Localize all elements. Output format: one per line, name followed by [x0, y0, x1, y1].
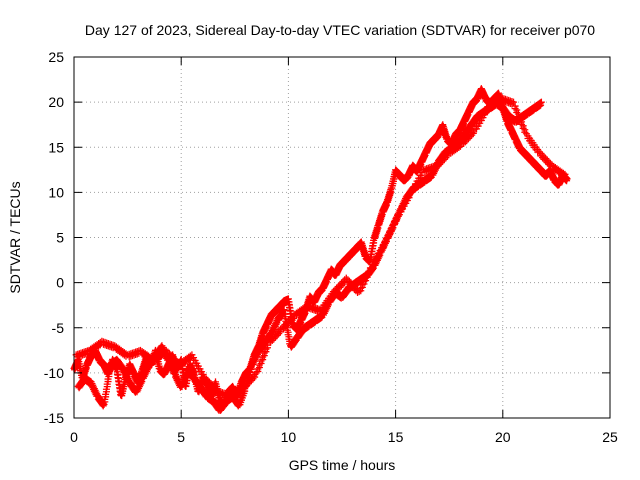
x-tick-label: 10 [281, 429, 297, 445]
x-tick-label: 15 [388, 429, 404, 445]
data-point [381, 238, 389, 246]
chart-title: Day 127 of 2023, Sidereal Day-to-day VTE… [85, 22, 595, 38]
data-point-fill [279, 309, 287, 317]
data-point-fill [382, 237, 390, 245]
data-point-fill [255, 363, 263, 371]
data-points [70, 85, 571, 414]
y-axis-ticks: -15 -10 -5 0 5 10 15 20 25 [44, 49, 610, 426]
data-point-fill [138, 378, 146, 386]
data-point [563, 175, 571, 183]
data-point [537, 98, 545, 106]
y-tick-label: 15 [48, 139, 64, 155]
y-tick-label: 5 [56, 230, 64, 246]
data-point-fill [358, 283, 366, 291]
data-point-fill [262, 348, 270, 356]
data-point-fill [387, 227, 395, 235]
x-axis-ticks: 0 5 10 15 20 25 [70, 57, 618, 445]
data-point-fill [247, 365, 255, 373]
data-point-fill [300, 306, 308, 314]
y-tick-label: 0 [56, 275, 64, 291]
data-point-fill [455, 143, 463, 151]
data-point-fill [362, 277, 370, 285]
data-point [355, 288, 363, 296]
data-point-fill [360, 280, 368, 288]
y-tick-label: -5 [52, 320, 65, 336]
data-point [252, 369, 260, 377]
data-point-fill [251, 373, 259, 381]
data-point-fill [559, 172, 567, 180]
y-tick-label: -10 [44, 365, 64, 381]
data-point-fill [469, 129, 477, 137]
series-track-c [72, 94, 569, 401]
data-point-fill [379, 243, 387, 251]
x-tick-label: 20 [495, 429, 511, 445]
data-point-fill [418, 171, 426, 179]
data-point-fill [511, 105, 519, 113]
x-axis-label: GPS time / hours [289, 457, 396, 473]
data-point-fill [516, 116, 524, 124]
data-point-fill [106, 367, 114, 375]
data-point-fill [518, 120, 526, 128]
data-point-fill [95, 342, 103, 350]
data-point-fill [514, 112, 522, 120]
y-tick-label: 20 [48, 94, 64, 110]
data-point-fill [259, 356, 267, 364]
data-point-fill [493, 98, 501, 106]
data-point-fill [482, 108, 490, 116]
data-point-fill [521, 128, 529, 136]
data-point-fill [357, 287, 365, 295]
y-tick-label: 25 [48, 49, 64, 65]
data-point-fill [260, 352, 268, 360]
y-axis-label: SDTVAR / TECUs [7, 181, 23, 293]
data-point [510, 98, 518, 106]
data-point [561, 170, 569, 178]
y-tick-label: 10 [48, 184, 64, 200]
data-point-fill [276, 328, 284, 336]
data-point-fill [99, 402, 107, 410]
x-tick-label: 0 [70, 429, 78, 445]
data-point-fill [519, 124, 527, 132]
data-point [280, 306, 288, 314]
data-point-fill [101, 398, 109, 406]
data-point-fill [405, 194, 413, 202]
data-point-fill [105, 373, 113, 381]
data-point-fill [257, 360, 265, 368]
data-point-fill [366, 266, 374, 274]
data-point-fill [102, 388, 110, 396]
data-point-fill [263, 344, 271, 352]
data-point-fill [384, 234, 392, 242]
data-point-fill [365, 270, 373, 278]
y-tick-label: -15 [44, 410, 64, 426]
data-point-fill [102, 393, 110, 401]
data-point-fill [391, 220, 399, 228]
data-point-fill [104, 378, 112, 386]
data-point-fill [254, 367, 262, 375]
data-point-fill [386, 230, 394, 238]
data-point-fill [392, 217, 400, 225]
data-point-fill [236, 387, 244, 395]
data-point-fill [389, 224, 397, 232]
x-tick-label: 25 [602, 429, 618, 445]
data-point-fill [103, 383, 111, 391]
data-point-fill [363, 273, 371, 281]
data-point-fill [537, 101, 545, 109]
data-point-fill [513, 109, 521, 117]
data-point-fill [328, 292, 336, 300]
x-tick-label: 5 [177, 429, 185, 445]
